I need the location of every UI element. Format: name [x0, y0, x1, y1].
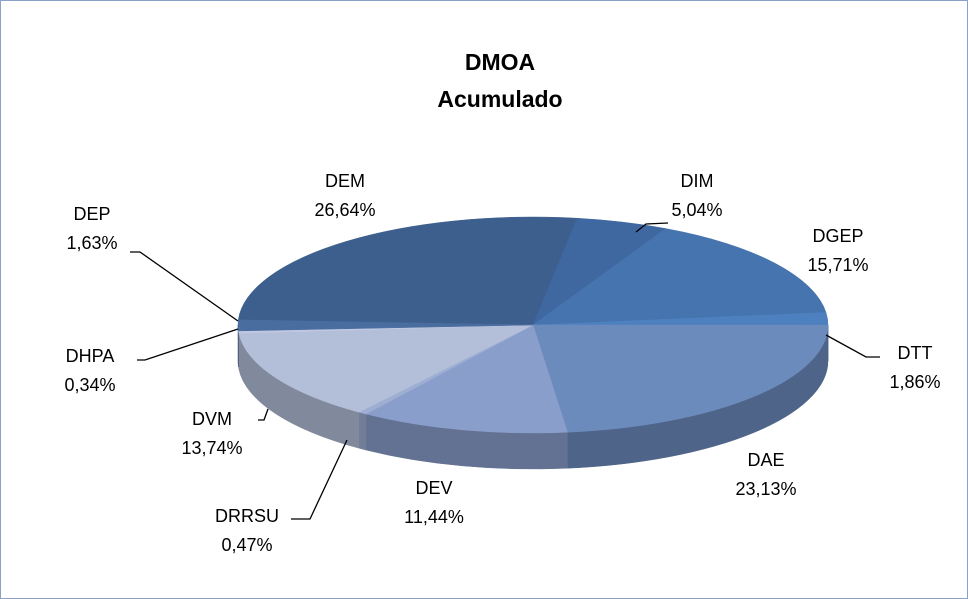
slice-value-label: 1,63% [66, 233, 117, 253]
leader-line [130, 251, 239, 322]
leader-line [635, 222, 669, 233]
chart-title: DMOA [465, 49, 535, 75]
pie-side [358, 411, 367, 451]
slice-name: DVM [192, 409, 232, 429]
slice-value-label: 15,71% [807, 255, 868, 275]
slice-name: DRRSU [215, 506, 279, 526]
slice-name: DIM [681, 171, 714, 191]
pie-slice [365, 324, 568, 434]
slice-name: DGEP [812, 226, 863, 246]
slice-value-label: 0,47% [221, 535, 272, 555]
slice-name: DHPA [66, 346, 115, 366]
slice-value-label: 1,86% [889, 372, 940, 392]
leader-line [825, 334, 880, 358]
pie-slice [238, 324, 534, 413]
slice-value-label: 5,04% [671, 200, 722, 220]
pie-slice [237, 319, 534, 332]
leader-line [291, 439, 348, 520]
slice-name: DEV [415, 478, 452, 498]
slice-value-label: 0,34% [64, 375, 115, 395]
slice-value-label: 23,13% [735, 479, 796, 499]
pie-tops [237, 216, 829, 434]
slice-name: DTT [898, 343, 933, 363]
leader-line [137, 328, 239, 361]
leader-line [258, 408, 269, 421]
slice-value-label: 13,74% [181, 438, 242, 458]
slice-value-label: 11,44% [404, 507, 464, 527]
slice-name: DEP [73, 204, 110, 224]
pie-slice [532, 228, 827, 326]
slice-value-label: 26,64% [314, 200, 375, 220]
slice-name: DEM [325, 171, 365, 191]
pie-slice [238, 216, 578, 326]
slice-name: DAE [747, 450, 784, 470]
pie-slice [532, 324, 829, 433]
chart-subtitle: Acumulado [437, 86, 562, 112]
